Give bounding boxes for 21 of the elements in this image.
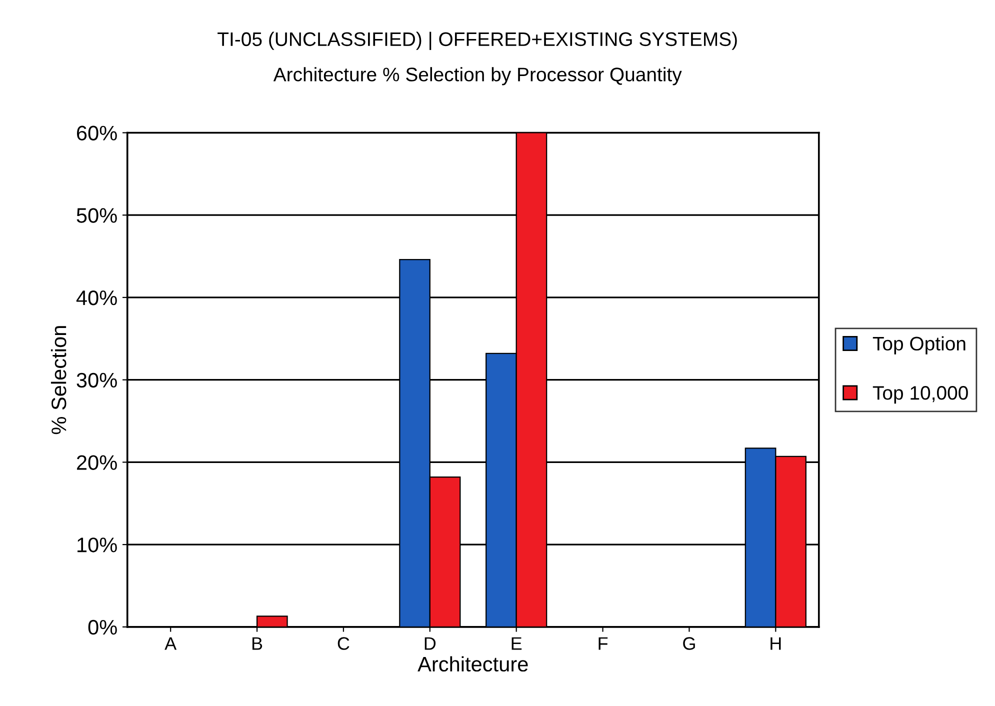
x-tick-label: G: [683, 637, 695, 650]
y-tick-label: 60%: [77, 126, 117, 140]
y-tick-label: 0%: [88, 620, 117, 635]
x-tick-label: H: [770, 637, 781, 650]
legend-label: Top Option: [872, 336, 966, 354]
y-tick-label: 50%: [76, 208, 117, 223]
y-tick-label: 20%: [76, 455, 117, 470]
x-tick-label: D: [424, 637, 436, 650]
chart-subtitle: Architecture % Selection by Processor Quantity: [273, 67, 682, 86]
legend-label: Top 10,000: [872, 386, 968, 404]
y-tick-label: 40%: [76, 290, 117, 306]
x-tick-label: E: [512, 637, 522, 650]
y-axis-title: % Selection: [50, 326, 66, 434]
x-tick-label: B: [252, 637, 262, 650]
x-tick-label: F: [598, 637, 608, 650]
y-tick-label: 30%: [76, 372, 117, 388]
y-tick-label: 10%: [78, 538, 117, 552]
chart-title: TI-05 (UNCLASSIFIED) | OFFERED+EXISTING SYSTEMS): [218, 32, 737, 50]
x-tick-label: C: [338, 637, 350, 650]
x-axis-title: Architecture: [418, 656, 528, 672]
x-tick-label: A: [164, 637, 177, 650]
